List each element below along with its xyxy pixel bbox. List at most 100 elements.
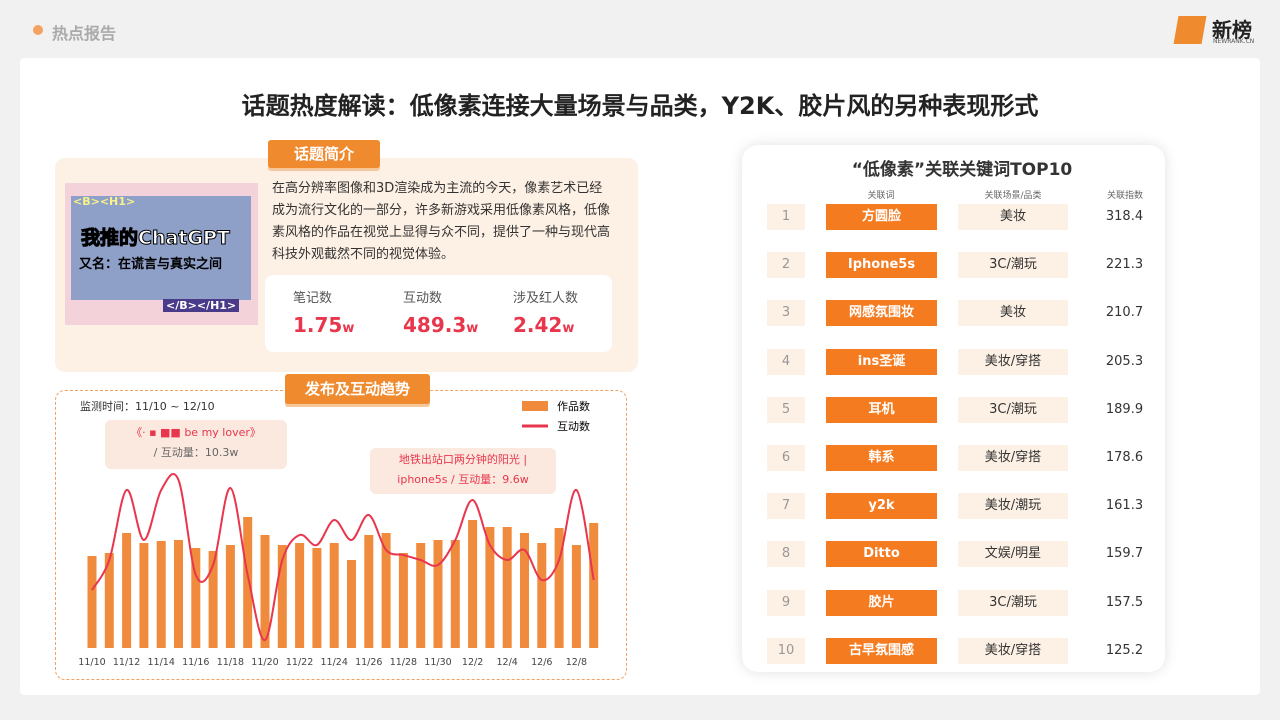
x-tick-label: 11/14: [148, 657, 175, 668]
x-tick-label: 12/8: [566, 657, 587, 668]
cover-image: <B><H1> 我推的ChatGPT 又名：在谎言与真实之间 </B></H1>: [65, 183, 258, 325]
bar: [191, 548, 201, 648]
annotation: 地铁出站口两分钟的阳光 | iphone5s / 互动量：9.6w: [370, 448, 556, 494]
category: 3C/潮玩: [958, 396, 1068, 423]
x-tick-label: 11/12: [113, 657, 140, 668]
bar: [571, 545, 581, 648]
annotation-text: 《· ▪ ■■ be my lover》: [131, 426, 261, 439]
keyword-row: 1 方圆脸 美妆 318.4: [767, 204, 1143, 230]
stat-label: 互动数: [403, 291, 443, 306]
keyword-row: 6 韩系 美妆/穿搭 178.6: [767, 445, 1143, 471]
keyword-row: 9 胶片 3C/潮玩 157.5: [767, 589, 1143, 616]
cover-code: </B></H1>: [163, 299, 240, 312]
category: 美妆/穿搭: [958, 637, 1068, 664]
bar: [156, 541, 166, 648]
x-tick-label: 11/26: [355, 657, 382, 668]
keyword: 耳机: [826, 396, 937, 423]
period: 监测时间：11/10 ~ 12/10: [80, 400, 215, 413]
stat-number: 489.3: [403, 313, 467, 337]
x-tick-label: 11/28: [390, 657, 417, 668]
logo-sub: NEWRANK.CN: [1213, 38, 1255, 45]
bar: [243, 517, 253, 648]
category: 美妆: [958, 204, 1068, 230]
chart: 11/10 11/12 11/14 11/16 11/18 11/20 11/22 11/24…: [78, 400, 599, 668]
index: 189.9: [1105, 401, 1144, 417]
rank: 8: [767, 541, 805, 568]
cover-title: 我推的ChatGPT: [81, 227, 231, 250]
column-header: 关联场景/品类: [984, 191, 1042, 201]
rank: 9: [767, 589, 805, 616]
bar: [398, 553, 408, 648]
rank: 10: [767, 637, 805, 664]
bar: [295, 543, 305, 648]
annotation-text: iphone5s / 互动量：9.6w: [370, 470, 556, 490]
keyword-row: 4 ins圣诞 美妆/穿搭 205.3: [767, 348, 1143, 375]
keyword: 胶片: [826, 589, 937, 616]
rank: 6: [767, 445, 805, 471]
x-tick-label: 11/30: [424, 657, 451, 668]
x-tick-label: 11/16: [182, 657, 209, 668]
rank: 4: [767, 348, 805, 375]
rank: 2: [767, 252, 805, 279]
keyword: 网感氛围妆: [826, 300, 937, 327]
column-header: 关联词: [867, 191, 895, 201]
bar: [208, 551, 218, 648]
keyword-row: 7 y2k 美妆/潮玩 161.3: [767, 493, 1143, 520]
category: 美妆/穿搭: [958, 348, 1068, 375]
category: 美妆/潮玩: [958, 493, 1068, 520]
stat-unit: w: [342, 321, 355, 336]
stat-value: 489.3w: [403, 313, 478, 337]
keyword: 韩系: [826, 445, 937, 471]
keyword: ins圣诞: [826, 348, 937, 375]
index: 205.3: [1105, 353, 1144, 369]
x-tick-label: 12/4: [497, 657, 518, 668]
bar: [485, 527, 495, 648]
bar: [225, 545, 235, 648]
keyword: y2k: [826, 493, 937, 520]
bar: [347, 560, 356, 648]
intro-text: 在高分辨率图像和3D渲染成为主流的今天，像素艺术已经成为流行文化的一部分，许多新…: [272, 181, 611, 262]
stat-number: 2.42: [513, 313, 563, 337]
stat-unit: w: [562, 321, 575, 336]
bar: [174, 540, 183, 648]
index: 159.7: [1105, 546, 1144, 562]
annotation-text: / 互动量：10.3w: [153, 446, 239, 459]
bar: [329, 543, 339, 648]
bar: [589, 523, 599, 648]
x-tick-label: 12/2: [462, 657, 483, 668]
page-title: 话题热度解读：低像素连接大量场景与品类，Y2K、胶片风的另种表现形式: [241, 92, 1039, 120]
legend-label: 互动数: [557, 420, 590, 433]
bar: [260, 535, 270, 648]
keyword: 方圆脸: [826, 204, 937, 230]
annotation-text: iphone5s / 互动量：9.6w: [397, 473, 529, 486]
keyword-row: 8 Ditto 文娱/明星 159.7: [767, 541, 1143, 568]
cover-subtitle: 又名：在谎言与真实之间: [79, 257, 223, 272]
stat-value: 1.75w: [293, 313, 354, 337]
x-tick-label: 11/20: [251, 657, 278, 668]
logo-icon: [1173, 16, 1207, 44]
stat-unit: w: [466, 321, 479, 336]
keyword: 古早氛围感: [826, 637, 937, 664]
category: 3C/潮玩: [958, 252, 1068, 279]
keyword: Ditto: [826, 541, 937, 568]
bar: [468, 520, 478, 648]
stat-label: 涉及红人数: [513, 291, 579, 306]
column-header: 关联指数: [1106, 191, 1143, 201]
stat-label: 笔记数: [293, 291, 333, 306]
bar: [416, 543, 426, 648]
category: 3C/潮玩: [958, 589, 1068, 616]
x-tick-label: 12/6: [531, 657, 552, 668]
bar: [381, 533, 391, 648]
bar: [433, 540, 443, 648]
bullet: [33, 25, 43, 35]
bar: [87, 556, 97, 648]
stat-number: 1.75: [293, 313, 343, 337]
bar: [537, 543, 547, 648]
bar: [554, 528, 564, 648]
x-tick-label: 11/10: [78, 657, 105, 668]
keyword-panel: [742, 145, 1165, 672]
category: 文娱/明星: [958, 541, 1068, 568]
line: [91, 473, 595, 642]
rank: 1: [767, 204, 805, 230]
rank: 3: [767, 300, 805, 327]
